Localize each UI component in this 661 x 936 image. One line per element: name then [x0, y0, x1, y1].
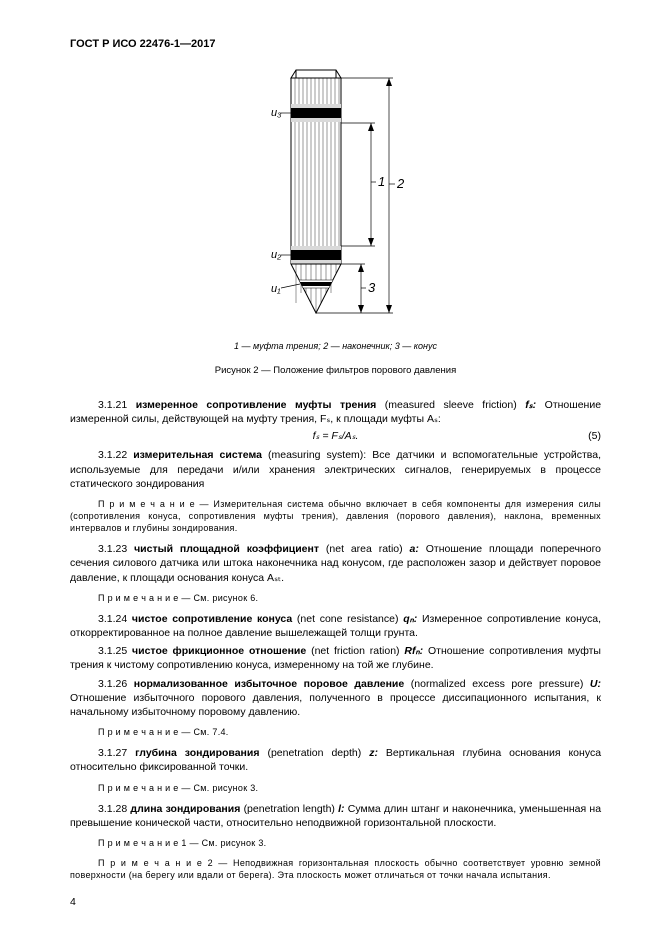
note-3-1-22: П р и м е ч а н и е — Измерительная сист… — [70, 498, 601, 534]
page-number: 4 — [70, 896, 76, 908]
note-3-1-28a: П р и м е ч а н и е 1 — См. рисунок 3. — [70, 837, 601, 849]
callout-2: 2 — [396, 176, 405, 191]
formula-5: fₛ = Fₛ/Aₛ. (5) — [70, 430, 601, 442]
entry-3-1-27: 3.1.27 глубина зондирования (penetration… — [70, 746, 601, 774]
page: ГОСТ Р ИСО 22476-1—2017 — [0, 0, 661, 936]
note-3-1-26: П р и м е ч а н и е — См. 7.4. — [70, 726, 601, 738]
entry-3-1-22: 3.1.22 измерительная система (measuring … — [70, 448, 601, 491]
entry-3-1-21: 3.1.21 измеренное сопротивление муфты тр… — [70, 398, 601, 426]
callout-1: 1 — [378, 174, 385, 189]
note-3-1-23: П р и м е ч а н и е — См. рисунок 6. — [70, 592, 601, 604]
cone-diagram: u₃ u₂ u₁ 2 1 3 — [221, 68, 451, 328]
callout-3: 3 — [368, 280, 376, 295]
figure-2: u₃ u₂ u₁ 2 1 3 — [70, 68, 601, 331]
label-u1: u₁ — [271, 283, 281, 295]
entry-3-1-28: 3.1.28 длина зондирования (penetration l… — [70, 802, 601, 830]
entry-3-1-24: 3.1.24 чистое сопротивление конуса (net … — [70, 612, 601, 640]
figure-legend: 1 — муфта трения; 2 — наконечник; 3 — ко… — [70, 341, 601, 351]
entry-3-1-26: 3.1.26 нормализованное избыточное порово… — [70, 677, 601, 720]
entry-3-1-25: 3.1.25 чистое фрикционное отношение (net… — [70, 644, 601, 672]
label-u3: u₃ — [271, 107, 282, 119]
doc-header: ГОСТ Р ИСО 22476-1—2017 — [70, 38, 601, 50]
note-3-1-27: П р и м е ч а н и е — См. рисунок 3. — [70, 782, 601, 794]
label-u2: u₂ — [271, 249, 282, 261]
entry-3-1-23: 3.1.23 чистый площадной коэффициент (net… — [70, 542, 601, 585]
figure-caption: Рисунок 2 — Положение фильтров порового … — [70, 365, 601, 376]
note-3-1-28b: П р и м е ч а н и е 2 — Неподвижная гори… — [70, 857, 601, 881]
